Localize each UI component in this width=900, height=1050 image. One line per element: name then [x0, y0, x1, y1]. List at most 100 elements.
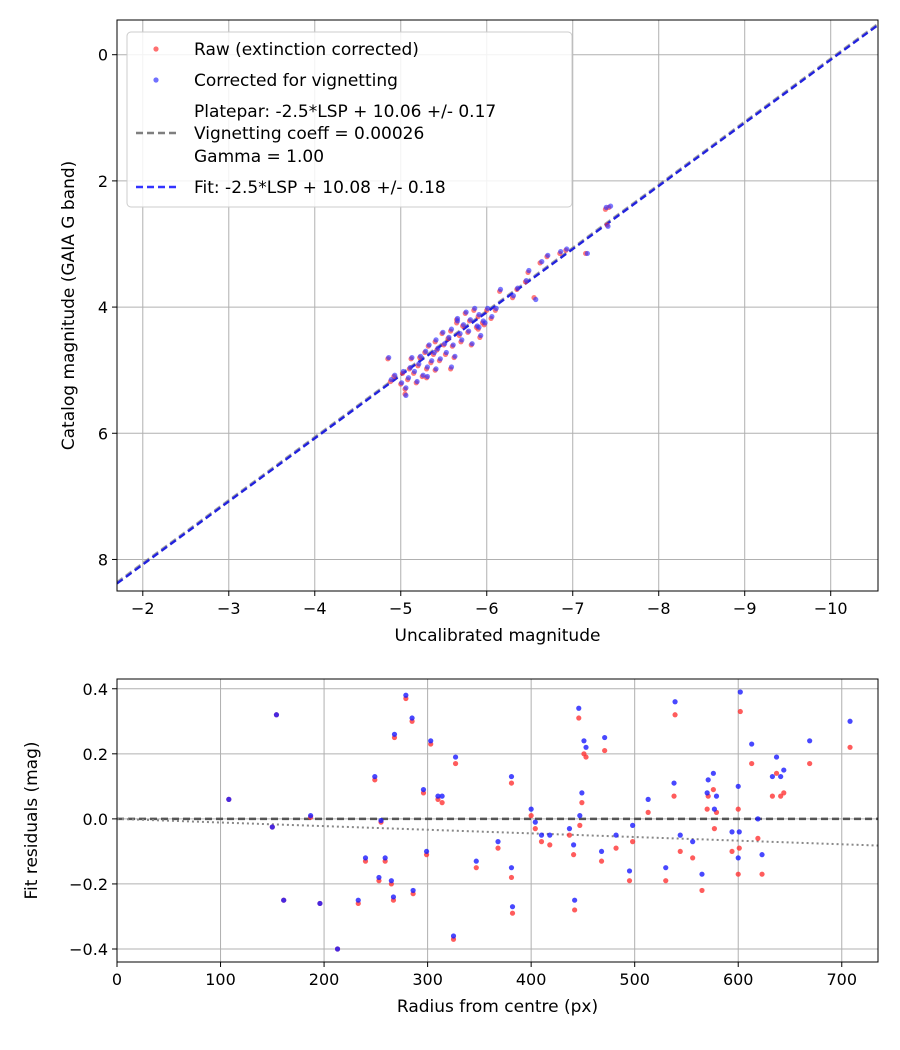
bot-raw-point: [677, 848, 683, 855]
top-corrected-point: [526, 267, 532, 274]
bottom-scatter-points: [226, 689, 853, 952]
top-corrected-point: [392, 372, 398, 378]
bot-raw-point: [613, 845, 619, 851]
top-corrected-point: [405, 375, 412, 381]
bot-corrected-point: [778, 773, 784, 780]
bot-x-tick-label: 700: [826, 970, 857, 989]
bot-y-tick-label: 0.2: [83, 745, 108, 764]
top-x-tick-label: −2: [131, 599, 155, 618]
top-corrected-point: [388, 377, 394, 383]
bot-corrected-point: [317, 900, 323, 907]
bot-corrected-point: [532, 819, 538, 825]
bot-raw-point: [576, 715, 582, 721]
top-corrected-point: [443, 349, 449, 356]
bot-corrected-point: [566, 826, 573, 832]
bot-corrected-point: [579, 790, 585, 796]
legend-label: Corrected for vignetting: [194, 71, 398, 91]
top-corrected-point: [523, 277, 529, 284]
bot-raw-point: [699, 887, 705, 894]
bot-corrected-point: [473, 858, 479, 864]
top-x-tick-label: −4: [303, 599, 327, 618]
bot-corrected-point: [528, 806, 534, 812]
bot-corrected-point: [630, 822, 636, 828]
bot-raw-point: [508, 874, 515, 881]
bot-corrected-point: [439, 793, 445, 799]
bot-corrected-point: [769, 773, 775, 780]
top-corrected-point: [440, 329, 446, 335]
top-corrected-point: [493, 305, 499, 311]
top-corrected-point: [457, 330, 463, 337]
bot-raw-point: [452, 760, 459, 767]
bot-corrected-point: [613, 832, 619, 838]
bot-raw-point: [749, 760, 755, 767]
bot-corrected-point: [388, 878, 394, 884]
legend-label: Fit: -2.5*LSP + 10.08 +/- 0.18: [194, 178, 446, 198]
bot-corrected-point: [382, 855, 388, 861]
bot-corrected-point: [428, 738, 434, 744]
top-y-tick-label: 8: [98, 550, 108, 569]
bot-x-tick-label: 300: [412, 970, 443, 989]
top-corrected-point: [448, 364, 455, 370]
top-corrected-point: [469, 341, 475, 347]
legend-marker: [153, 46, 159, 52]
top-corrected-point: [399, 380, 405, 386]
top-corrected-point: [424, 364, 431, 370]
bot-raw-point: [672, 712, 678, 718]
bot-corrected-point: [699, 871, 705, 877]
top-corrected-point: [510, 293, 517, 299]
bot-raw-point: [807, 760, 813, 767]
bot-raw-point: [495, 845, 501, 851]
bot-raw-point: [737, 708, 743, 715]
bot-corrected-point: [663, 865, 669, 871]
bot-corrected-point: [672, 699, 678, 705]
bot-raw-point: [729, 848, 735, 855]
bot-corrected-point: [334, 946, 341, 952]
top-scatter-points: [385, 203, 614, 399]
bot-raw-point: [572, 907, 578, 913]
bot-corrected-point: [577, 813, 583, 819]
top-y-tick-label: 6: [98, 424, 108, 443]
bot-corrected-point: [450, 933, 457, 939]
top-corrected-point: [442, 341, 448, 347]
bot-raw-point: [630, 839, 636, 845]
top-corrected-point: [467, 317, 474, 323]
top-corrected-point: [452, 353, 458, 359]
bot-x-tick-label: 0: [112, 970, 122, 989]
top-x-tick-label: −5: [389, 599, 413, 618]
bot-corrected-point: [773, 754, 780, 760]
top-corrected-point: [411, 368, 418, 375]
bot-raw-point: [755, 835, 761, 841]
bot-corrected-point: [508, 773, 515, 780]
bot-raw-point: [759, 871, 765, 877]
top-x-axis-label: Uncalibrated magnitude: [395, 626, 601, 646]
top-corrected-point: [424, 373, 431, 380]
bot-raw-point: [711, 826, 718, 832]
bot-raw-point: [778, 793, 784, 799]
bot-raw-point: [710, 786, 716, 793]
bottom-reference-lines: [117, 817, 878, 847]
bot-corrected-point: [409, 715, 415, 721]
bot-corrected-point: [376, 874, 382, 881]
bot-corrected-point: [759, 852, 765, 858]
top-corrected-point: [454, 318, 461, 324]
bot-corrected-point: [538, 832, 545, 838]
bot-vignetting-trend-line: [117, 817, 878, 847]
bot-corrected-point: [281, 897, 287, 903]
bot-raw-point: [602, 747, 608, 754]
top-x-tick-label: −6: [475, 599, 499, 618]
bot-corrected-point: [711, 806, 718, 812]
legend: Raw (extinction corrected) Corrected for …: [126, 31, 573, 208]
top-corrected-point: [476, 312, 482, 318]
bot-raw-point: [583, 754, 589, 760]
bot-corrected-point: [452, 754, 459, 760]
top-corrected-point: [429, 358, 435, 364]
bot-raw-point: [473, 865, 479, 871]
bot-corrected-point: [626, 868, 633, 874]
bot-corrected-point: [737, 689, 743, 695]
top-corrected-point: [448, 326, 455, 332]
bot-raw-point: [547, 842, 553, 848]
bot-corrected-point: [435, 793, 441, 799]
bot-corrected-point: [602, 734, 608, 741]
bot-corrected-point: [372, 773, 378, 780]
bot-corrected-point: [729, 829, 735, 835]
